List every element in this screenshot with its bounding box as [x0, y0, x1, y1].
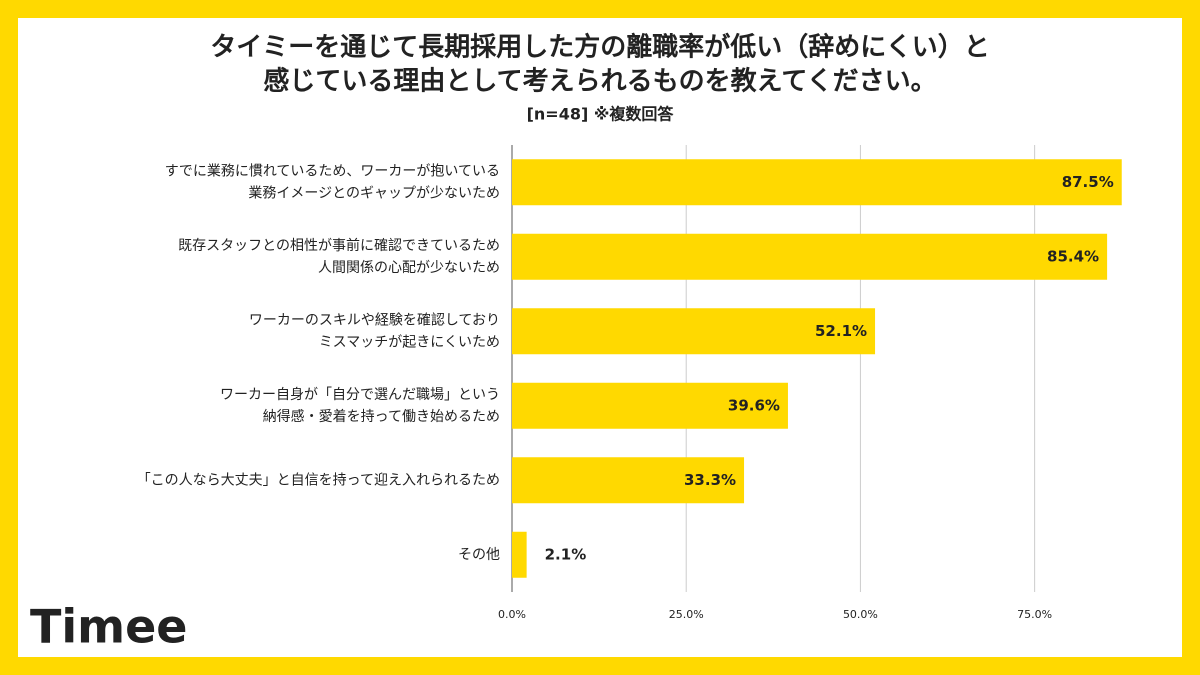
value-label: 85.4%: [1047, 247, 1099, 265]
logo: Timee: [30, 600, 187, 654]
x-tick-label: 0.0%: [498, 608, 526, 621]
y-tick-label: その他: [458, 547, 500, 563]
value-label: 52.1%: [815, 322, 867, 340]
x-tick-label: 50.0%: [843, 608, 878, 621]
bar: [512, 382, 788, 429]
chart-title: 感じている理由として考えられるものを教えてください。: [263, 67, 936, 97]
bar: [512, 233, 1108, 280]
y-tick-label: 「この人なら大丈夫」と自信を持って迎え入れられるため: [137, 472, 500, 488]
bar: [512, 457, 745, 504]
y-tick-label: ワーカーのスキルや経験を確認しており: [249, 312, 500, 328]
y-tick-label: 人間関係の心配が少ないため: [318, 260, 500, 276]
y-tick-label: 業務イメージとのギャップが少ないため: [248, 185, 500, 201]
x-tick-label: 25.0%: [669, 608, 704, 621]
bar: [512, 308, 876, 355]
y-tick-label: ワーカー自身が「自分で選んだ職場」という: [220, 387, 500, 403]
y-tick-label: ミスマッチが起きにくいため: [319, 334, 500, 350]
bar: [512, 159, 1122, 206]
subtitle: [n=48] ※複数回答: [527, 105, 675, 124]
y-tick-label: 既存スタッフとの相性が事前に確認できているため: [178, 237, 500, 254]
value-label: 39.6%: [728, 396, 780, 414]
x-tick-label: 75.0%: [1017, 608, 1052, 621]
value-label: 33.3%: [684, 471, 736, 489]
y-tick-label: 納得感・愛着を持って働き始めるため: [263, 408, 500, 425]
value-label: 2.1%: [545, 545, 587, 563]
y-tick-label: すでに業務に慣れているため、ワーカーが抱いている: [165, 162, 500, 179]
value-label: 87.5%: [1062, 173, 1114, 191]
chart-title: タイミーを通じて長期採用した方の離職率が低い（辞めにくい）と: [210, 32, 989, 63]
bar: [512, 531, 527, 578]
